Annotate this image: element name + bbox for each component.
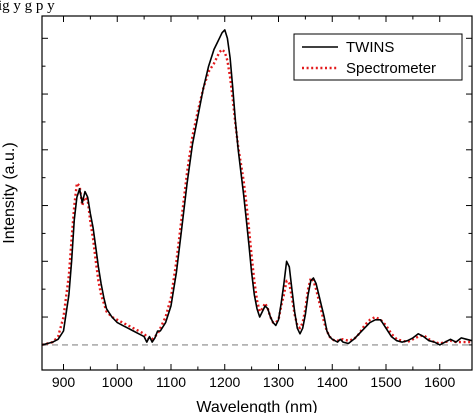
plot-frame bbox=[41, 15, 473, 371]
y-axis bbox=[42, 37, 472, 346]
x-axis: 900 1000 1100 1200 1300 1400 1500 1600 bbox=[52, 16, 456, 390]
x-tick-label: 1400 bbox=[317, 374, 348, 390]
x-tick-label: 1500 bbox=[370, 374, 401, 390]
plot-area bbox=[41, 29, 473, 347]
figure-caption-fragment: ig y g p y bbox=[0, 0, 55, 14]
series-line-spectrometer bbox=[41, 48, 472, 347]
series-line-twins bbox=[41, 29, 473, 346]
x-tick-label: 1100 bbox=[156, 374, 186, 390]
y-axis-title: Intensity (a.u.) bbox=[1, 142, 18, 243]
x-axis-title: Wavelength (nm) bbox=[196, 399, 317, 413]
x-tick-label: 1300 bbox=[263, 374, 294, 390]
x-tick-label: 1000 bbox=[102, 374, 133, 390]
legend-label-twins: TWINS bbox=[346, 39, 394, 56]
legend: TWINS Spectrometer bbox=[293, 33, 463, 81]
legend-label-spectrometer: Spectrometer bbox=[346, 60, 436, 77]
x-tick-label: 900 bbox=[52, 374, 76, 390]
x-tick-label: 1600 bbox=[424, 374, 455, 390]
legend-box bbox=[293, 33, 463, 81]
x-tick-label: 1200 bbox=[209, 374, 240, 390]
